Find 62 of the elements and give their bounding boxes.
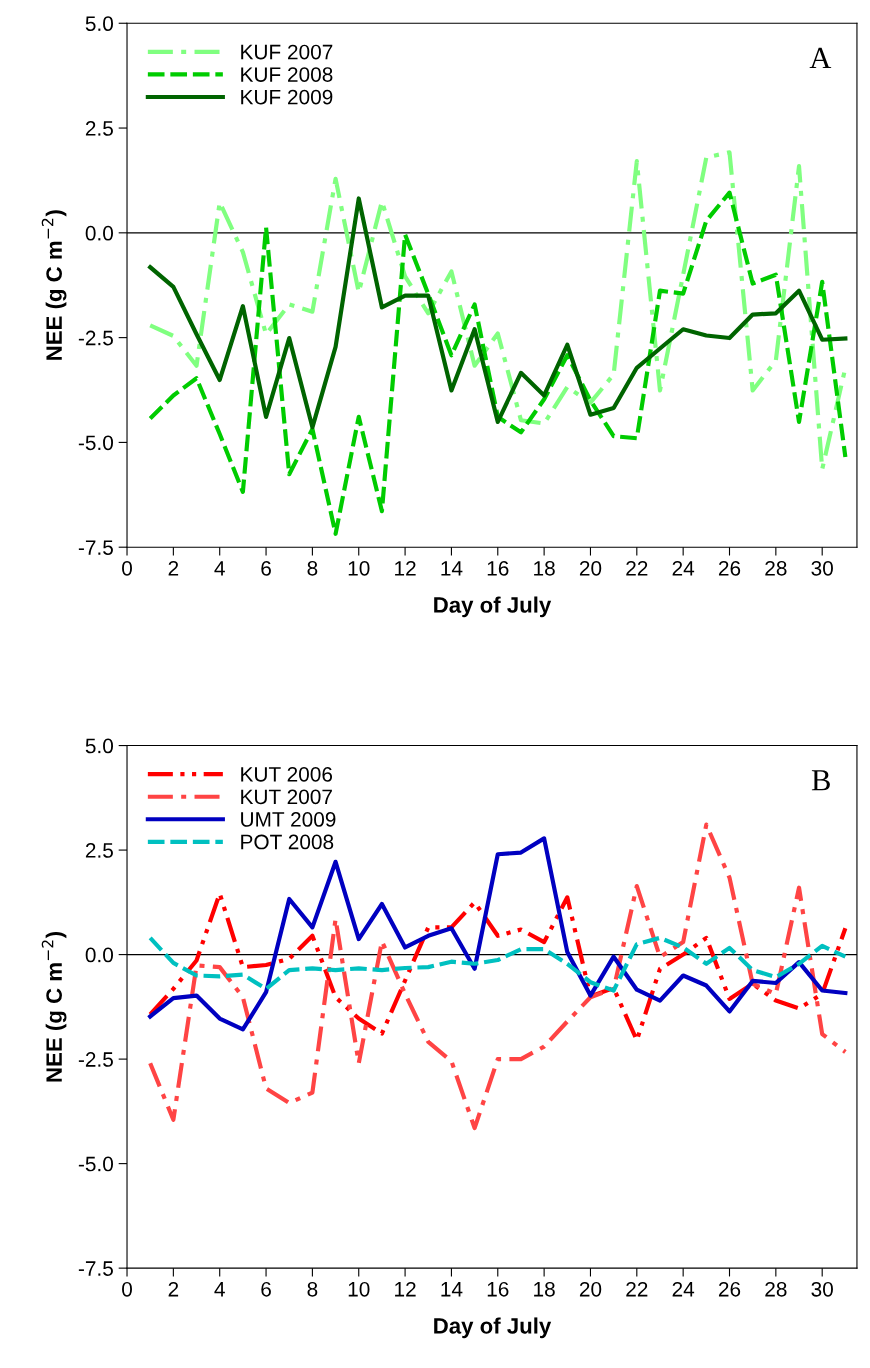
x-tick-label: 20 [579, 560, 602, 576]
x-tick-label: 24 [672, 1281, 695, 1297]
x-tick-label: 16 [487, 560, 509, 576]
x-tick-label: 22 [626, 1281, 648, 1297]
y-tick-label: 0.0 [85, 225, 114, 241]
x-tick-label: 8 [307, 560, 318, 576]
x-tick-label: 30 [811, 560, 833, 576]
x-tick-label: 18 [534, 1281, 555, 1297]
x-tick-label: 16 [487, 1281, 509, 1297]
y-tick-label: 2.5 [85, 121, 113, 136]
y-tick-label: -2.5 [78, 330, 113, 346]
annotation: B [811, 770, 830, 791]
legend-label: KUT 2006 [241, 766, 333, 782]
line-series [148, 190, 848, 536]
line-series [148, 150, 848, 472]
x-tick-label: 10 [348, 560, 370, 576]
x-tick-label: 26 [718, 1281, 741, 1297]
y-tick-label: -2.5 [78, 1052, 113, 1067]
x-tick-label: 22 [626, 560, 648, 576]
x-tick-label: 18 [534, 560, 555, 576]
line-series [148, 836, 848, 1032]
line-series [148, 196, 848, 430]
legend-label: UMT 2009 [241, 812, 336, 827]
x-tick-label: 20 [579, 1281, 602, 1297]
x-tick-label: 24 [672, 560, 695, 576]
y-tick-label: 0.0 [85, 947, 114, 963]
x-tick-label: 2 [168, 560, 179, 576]
y-tick-label: -7.5 [78, 1261, 113, 1276]
legend-label: POT 2008 [241, 834, 334, 850]
y-tick-label: -5.0 [78, 435, 114, 451]
y-tick-label: -7.5 [78, 540, 113, 555]
y-tick-label: 5.0 [85, 16, 114, 32]
legend-label: KUT 2007 [241, 789, 332, 805]
x-tick-label: 12 [395, 1281, 416, 1297]
x-tick-label: 30 [811, 1281, 833, 1297]
y-tick-label: 5.0 [85, 738, 114, 754]
x-tick-label: 28 [765, 560, 787, 576]
legend-label: KUF 2009 [241, 89, 333, 105]
x-axis-title: Day of July [434, 596, 552, 618]
x-tick-label: 2 [168, 1281, 179, 1297]
x-tick-label: 10 [348, 1281, 370, 1297]
x-tick-label: 6 [261, 560, 271, 576]
x-tick-label: 4 [214, 561, 225, 576]
x-axis-title: Day of July [434, 1317, 552, 1339]
y-tick-label: -5.0 [78, 1156, 114, 1172]
x-tick-label: 4 [214, 1282, 225, 1297]
y-axis-title: NEE (g C m$^{−2}$) [41, 210, 67, 360]
y-tick-label: 2.5 [85, 843, 113, 858]
annotation: A [809, 47, 832, 69]
x-tick-label: 26 [718, 560, 741, 576]
x-tick-label: 0 [122, 1281, 132, 1297]
x-tick-label: 12 [395, 560, 416, 576]
line-series [148, 935, 848, 993]
x-tick-label: 6 [261, 1281, 271, 1297]
x-tick-label: 14 [441, 1282, 463, 1297]
y-axis-title: NEE (g C m$^{−2}$) [41, 931, 67, 1082]
x-tick-label: 14 [441, 561, 463, 576]
x-tick-label: 0 [122, 560, 132, 576]
x-tick-label: 28 [765, 1281, 787, 1297]
legend-label: KUF 2007 [241, 44, 333, 60]
legend-label: KUF 2008 [241, 67, 333, 82]
x-tick-label: 8 [307, 1281, 318, 1297]
